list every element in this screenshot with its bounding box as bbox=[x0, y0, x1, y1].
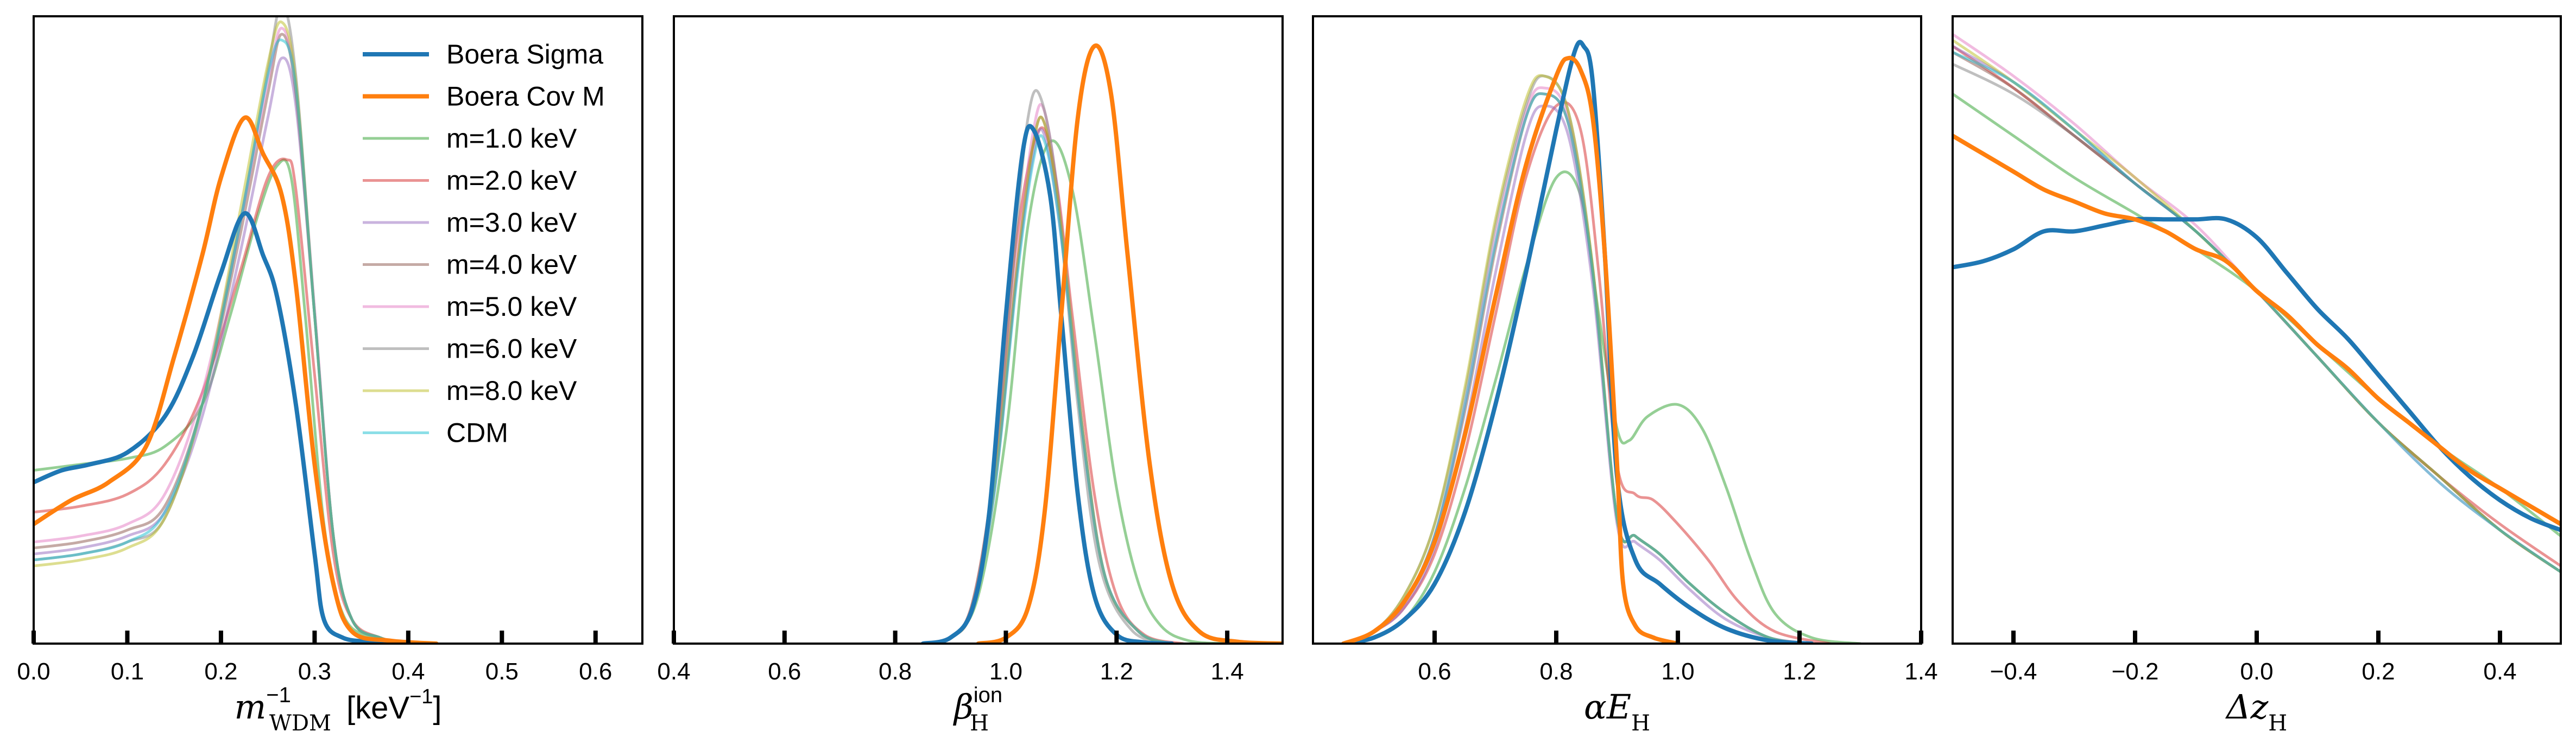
x-tick-label: 1.0 bbox=[989, 658, 1022, 685]
axes-frame bbox=[1312, 15, 1922, 645]
series-line-boera-cov-m bbox=[34, 115, 439, 644]
series-lines bbox=[1341, 40, 1862, 644]
legend-label: m=1.0 keV bbox=[446, 123, 577, 154]
series-line-m-4-0-kev bbox=[1953, 50, 2561, 574]
series-line-m-8-0-kev bbox=[1953, 39, 2561, 574]
legend-label: m=2.0 keV bbox=[446, 166, 577, 196]
series-lines bbox=[920, 43, 1283, 644]
series-line-boera-sigma bbox=[1953, 215, 2561, 532]
x-tick-label: 1.4 bbox=[1211, 658, 1244, 685]
x-axis-label: βion H bbox=[953, 683, 1002, 736]
x-tick-label: 0.1 bbox=[111, 658, 144, 685]
legend-label: Boera Cov M bbox=[446, 81, 605, 112]
series-line-boera-sigma bbox=[34, 211, 411, 644]
legend-item: CDM bbox=[363, 418, 508, 448]
panel-2: 0.4 0.6 0.8 1.0 1.2 1.4 βion H bbox=[657, 15, 1284, 736]
x-tick-label: 1.4 bbox=[1904, 658, 1937, 685]
legend-item: m=8.0 keV bbox=[363, 376, 577, 406]
series-line-m-3-0-kev bbox=[1342, 104, 1813, 644]
legend-label: m=8.0 keV bbox=[446, 376, 577, 406]
legend-label: m=6.0 keV bbox=[446, 334, 577, 364]
x-tick-label: 0.2 bbox=[2362, 658, 2395, 685]
legend-label: m=3.0 keV bbox=[446, 207, 577, 238]
x-tick-label: 0.4 bbox=[392, 658, 425, 685]
series-line-boera-cov-m bbox=[1953, 133, 2561, 526]
legend-label: CDM bbox=[446, 418, 508, 448]
x-tick-label: 0.6 bbox=[579, 658, 612, 685]
legend-item: Boera Sigma bbox=[363, 39, 603, 69]
series-line-m-3-0-kev bbox=[1953, 44, 2561, 574]
x-tick-label: 0.2 bbox=[204, 658, 237, 685]
legend: Boera Sigma Boera Cov M m=1.0 keV m=2.0 keV… bbox=[363, 39, 605, 448]
series-line-m-6-0-kev bbox=[1953, 62, 2561, 574]
series-line-m-2-0-kev bbox=[1953, 44, 2561, 568]
series-line-m-2-0-kev bbox=[1342, 100, 1832, 644]
series-lines bbox=[34, 16, 439, 644]
panel-4: −0.4 −0.2 0.0 0.2 0.4 ΔzH bbox=[1952, 15, 2562, 736]
series-line-m-2-0-kev bbox=[34, 157, 410, 644]
series-line-boera-cov-m bbox=[976, 43, 1283, 644]
series-lines bbox=[1953, 33, 2561, 574]
x-tick-label: 0.0 bbox=[2240, 658, 2273, 685]
series-line-m-1-0-kev bbox=[34, 158, 410, 644]
series-line-cdm bbox=[1342, 92, 1813, 644]
series-line-boera-sigma bbox=[920, 124, 1175, 644]
x-tick-label: 0.8 bbox=[1539, 658, 1573, 685]
x-tick-label: 0.6 bbox=[768, 658, 801, 685]
x-axis-label: αEH bbox=[1584, 687, 1650, 736]
x-tick-label: 1.2 bbox=[1783, 658, 1816, 685]
legend-item: m=2.0 keV bbox=[363, 166, 577, 196]
x-tick-label: 1.2 bbox=[1100, 658, 1133, 685]
series-line-boera-sigma bbox=[1341, 40, 1814, 644]
axes-frame bbox=[673, 15, 1284, 645]
legend-label: Boera Sigma bbox=[446, 39, 603, 69]
series-line-m-4-0-kev bbox=[921, 116, 1173, 644]
series-line-boera-cov-m bbox=[1341, 55, 1680, 644]
panel-1: 0.0 0.1 0.2 0.3 0.4 0.5 0.6 m−1 WDM [keV−1] Boera … bbox=[17, 15, 643, 736]
legend-item: m=5.0 keV bbox=[363, 291, 577, 322]
axes-frame bbox=[33, 15, 643, 645]
series-line-m-8-0-kev bbox=[921, 116, 1173, 644]
series-line-cdm bbox=[34, 39, 410, 644]
x-tick-label: 0.0 bbox=[17, 658, 50, 685]
legend-item: m=4.0 keV bbox=[363, 250, 577, 280]
legend-label: m=4.0 keV bbox=[446, 250, 577, 280]
legend-label: m=5.0 keV bbox=[446, 291, 577, 322]
x-tick-label: 1.0 bbox=[1661, 658, 1694, 685]
x-tick-label: 0.5 bbox=[485, 658, 519, 685]
x-tick-label: −0.2 bbox=[2112, 658, 2159, 685]
legend-item: m=1.0 keV bbox=[363, 123, 577, 154]
x-axis-label: m−1 WDM [keV−1] bbox=[234, 683, 441, 736]
series-line-m-1-0-kev bbox=[921, 139, 1229, 644]
legend-item: m=6.0 keV bbox=[363, 334, 577, 364]
x-tick-label: 0.4 bbox=[2483, 658, 2516, 685]
panel-3: 0.6 0.8 1.0 1.2 1.4 αEH bbox=[1312, 15, 1938, 736]
x-tick-label: 0.3 bbox=[298, 658, 331, 685]
x-axis-label: ΔzH bbox=[2225, 687, 2287, 736]
series-line-cdm bbox=[1953, 50, 2561, 574]
x-tick-label: 0.8 bbox=[879, 658, 912, 685]
legend-item: Boera Cov M bbox=[363, 81, 605, 112]
x-tick-label: 0.6 bbox=[1418, 658, 1451, 685]
legend-item: m=3.0 keV bbox=[363, 207, 577, 238]
x-tick-label: −0.4 bbox=[1990, 658, 2037, 685]
x-tick-label: 0.4 bbox=[657, 658, 690, 685]
